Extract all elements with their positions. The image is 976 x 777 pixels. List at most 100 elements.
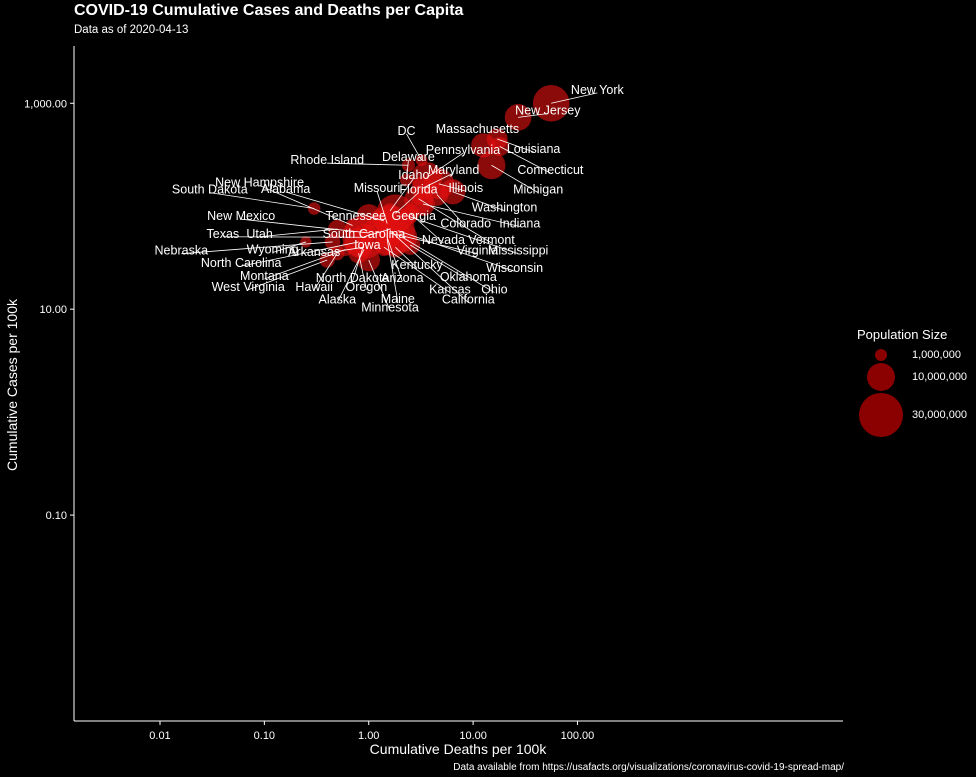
point-label: Iowa: [354, 238, 380, 252]
leader-line: [386, 237, 403, 282]
leader-line: [386, 238, 399, 302]
y-tick-label: 0.10: [46, 510, 67, 522]
leader-line: [285, 191, 385, 222]
point-labels: New York New Jersey Massachusetts Louisiana…: [155, 83, 625, 315]
point-label: New York: [571, 83, 625, 97]
leader-line: [551, 92, 598, 104]
leader-line: [438, 183, 466, 192]
legend-label-large: 30,000,000: [912, 409, 968, 421]
leader-line: [395, 246, 418, 269]
leader-line: [368, 259, 391, 311]
leader-line: [358, 253, 367, 290]
point-label: Arizona: [381, 271, 423, 285]
point-label: New Mexico: [207, 209, 275, 223]
x-axis-title: Cumulative Deaths per 100k: [369, 741, 547, 757]
x-tick-label: 0.01: [149, 730, 170, 742]
point-label: Colorado: [440, 216, 491, 230]
point-label: Illinois: [448, 181, 483, 195]
point-label: North Carolina: [201, 256, 282, 270]
point-label: Florida: [399, 183, 437, 197]
x-tick-label: 0.10: [254, 730, 275, 742]
point-label: North Dakota: [316, 271, 390, 285]
leader-line: [418, 198, 492, 244]
leader-line: [336, 249, 365, 303]
legend-label-small: 1,000,000: [912, 349, 961, 361]
leader-line: [264, 249, 346, 280]
point-label: Mississippi: [488, 244, 548, 258]
data-point: [380, 232, 395, 247]
leader-line: [410, 244, 469, 281]
point-label: Nebraska: [155, 244, 209, 258]
point-label: Maine: [381, 292, 415, 306]
leader-line: [248, 259, 328, 291]
leader-line: [395, 192, 419, 214]
leader-line: [406, 160, 409, 180]
point-label: Alaska: [319, 293, 357, 307]
point-label: South Dakota: [172, 183, 248, 197]
point-label: New Hampshire: [215, 176, 304, 190]
axes: 0.01 0.10 1.00 10.00 100.00 0.10 10.00 1,000.00: [24, 46, 843, 742]
point-label: Texas: [207, 227, 240, 241]
leader-line: [389, 230, 469, 303]
point-label: Maryland: [428, 163, 479, 177]
point-label: Wisconsin: [486, 261, 543, 275]
leader-line: [272, 241, 307, 253]
legend-title: Population Size: [857, 327, 948, 342]
leader-line: [406, 133, 422, 161]
legend-label-medium: 10,000,000: [912, 371, 968, 383]
x-tick-label: 1.00: [358, 730, 379, 742]
point-label: Rhode Island: [290, 153, 364, 167]
y-tick-label: 1,000.00: [24, 98, 67, 110]
point-label: Oklahoma: [440, 270, 497, 284]
point-label: Vermont: [468, 233, 515, 247]
data-point: [338, 242, 353, 257]
leader-line: [209, 192, 315, 209]
leader-line: [314, 246, 365, 256]
point-label: Ohio: [481, 283, 507, 297]
legend-dot-medium: [867, 363, 895, 391]
point-label: West Virginia: [212, 280, 285, 294]
data-source-caption: Data available from https://usafacts.org…: [453, 762, 844, 773]
point-label: New Jersey: [515, 104, 581, 118]
leader-line: [389, 178, 415, 212]
leader-line: [313, 252, 338, 291]
leader-line: [426, 152, 464, 178]
leader-line: [497, 138, 534, 153]
leader-line: [259, 185, 353, 226]
point-label: Kansas: [429, 283, 471, 297]
point-label: Louisiana: [507, 142, 561, 156]
leader-line: [383, 246, 451, 293]
point-label: Massachusetts: [436, 122, 519, 136]
point-label: Oregon: [346, 280, 388, 294]
point-label: Washington: [472, 201, 538, 215]
leader-line: [402, 236, 495, 293]
point-label: Virginia: [457, 244, 499, 258]
leader-line: [241, 218, 369, 234]
leader-line: [363, 228, 391, 238]
leader-lines: [181, 92, 598, 311]
leader-line: [408, 215, 519, 255]
point-label: Nevada: [422, 233, 465, 247]
leader-line: [259, 228, 338, 238]
point-label: DC: [397, 124, 415, 138]
point-label: South Carolina: [323, 227, 406, 241]
leader-line: [352, 243, 365, 282]
point-label: Missouri: [354, 181, 401, 195]
point-label: Montana: [240, 269, 289, 283]
point-label: California: [442, 293, 495, 307]
point-label: Connecticut: [517, 163, 584, 177]
point-label: Arkansas: [288, 245, 340, 259]
x-tick-label: 100.00: [561, 730, 595, 742]
leader-line: [499, 146, 551, 174]
point-label: Alabama: [261, 182, 310, 196]
data-point: [360, 224, 377, 241]
leader-line: [452, 191, 505, 211]
legend-dot-small: [874, 348, 888, 362]
chart-title: COVID-19 Cumulative Cases and Deaths per…: [74, 2, 464, 19]
point-label: Utah: [246, 227, 272, 241]
point-label: Indiana: [499, 216, 540, 230]
leader-line: [422, 203, 520, 227]
point-label: Idaho: [398, 168, 429, 182]
